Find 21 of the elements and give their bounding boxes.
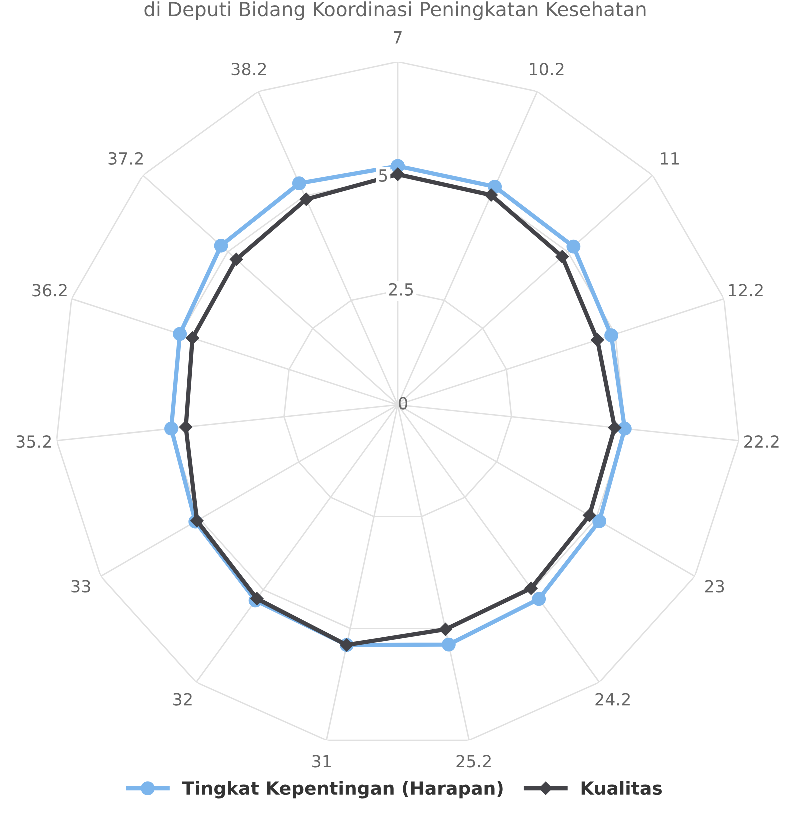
spoke-label: 23 xyxy=(705,580,724,593)
spoke-label: 31 xyxy=(312,755,331,768)
y-tick-label: 5 xyxy=(379,170,388,182)
spoke-label: 24.2 xyxy=(596,693,630,706)
spoke-label: 36.2 xyxy=(32,284,67,297)
legend-label: Kualitas xyxy=(582,781,662,796)
spoke-label: 10.2 xyxy=(530,62,564,76)
spoke-label: 35.2 xyxy=(16,435,51,448)
chart-title: di Deputi Bidang Koordinasi Peningkatan Kesehatan xyxy=(144,2,646,20)
spoke-label: 7 xyxy=(394,32,402,44)
legend-label: Tingkat Kepentingan (Harapan) xyxy=(182,781,503,799)
spoke-label: 38.2 xyxy=(232,62,266,76)
spoke-label: 25.2 xyxy=(456,755,491,768)
spoke-label: 12.2 xyxy=(729,284,763,297)
spoke-label: 32 xyxy=(174,693,192,706)
spoke-label: 11 xyxy=(661,152,679,165)
spoke-label: 22.2 xyxy=(744,435,779,448)
y-tick-label: 2.5 xyxy=(389,283,414,296)
spoke-label: 37.2 xyxy=(108,152,143,166)
y-tick-label: 0 xyxy=(399,397,408,410)
spoke-label: 33 xyxy=(72,580,90,593)
